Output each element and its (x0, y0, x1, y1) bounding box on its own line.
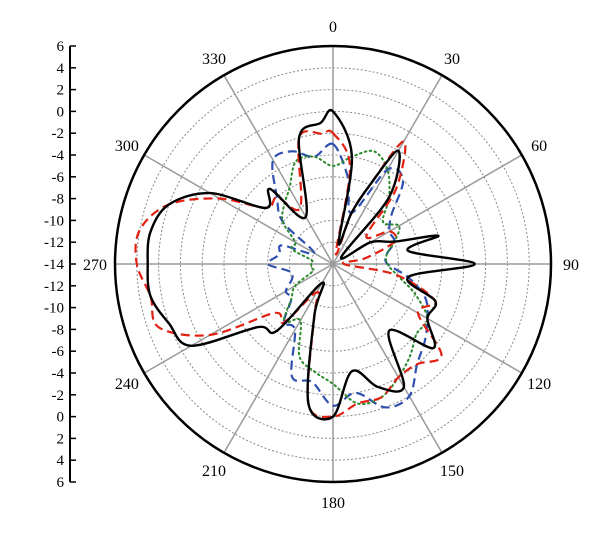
grid-spoke (332, 263, 443, 454)
radial-scale-tick-label: -6 (52, 170, 65, 186)
angle-tick-label: 30 (444, 51, 460, 68)
angle-tick-label: 180 (321, 495, 345, 512)
radial-scale-axis: 6 4 2 0 -2 -4 -6 -8 -10 -12 -14 -12 -10 -8 -6 -4 -2 0 2 4 6 (44, 39, 76, 491)
radial-scale-tick-label: 0 (57, 104, 65, 120)
radial-scale-tick-label: -14 (44, 257, 64, 273)
angle-tick-labels: 0 30 60 90 120 150 180 210 240 270 300 330 (83, 19, 579, 512)
series-group (134, 108, 476, 421)
radial-scale-tick-label: -2 (52, 126, 65, 142)
angle-tick-label: 210 (202, 463, 226, 480)
grid-spoke (223, 74, 334, 265)
radial-scale-tick-label: 4 (57, 61, 65, 77)
angle-tick-label: 120 (527, 376, 551, 393)
series-line-4 (281, 149, 429, 406)
radial-scale-tick-label: -12 (44, 279, 64, 295)
radial-scale-tick-label: 6 (57, 475, 65, 491)
grid-spoke (143, 154, 334, 265)
angle-tick-label: 330 (202, 51, 226, 68)
radial-scale-tick-label: -4 (52, 366, 65, 382)
radial-scale-tick-label: 2 (57, 83, 65, 99)
radial-scale-tick-label: -10 (44, 213, 64, 229)
outer-ring (113, 44, 553, 484)
radial-scale-tick-label: 4 (57, 453, 65, 469)
angle-tick-label: 240 (115, 376, 139, 393)
radial-scale-tick-label: -6 (52, 344, 65, 360)
series-line-1 (146, 108, 476, 421)
radial-scale-tick-label: -8 (52, 192, 65, 208)
radial-scale-tick-label: 6 (57, 39, 65, 55)
series-line-3 (266, 142, 429, 409)
radial-scale-tick-label: 2 (57, 431, 65, 447)
series-line-2 (134, 129, 443, 419)
angle-tick-label: 60 (531, 138, 547, 155)
angle-tick-label: 0 (329, 19, 337, 36)
radial-scale-tick-label: -4 (52, 148, 65, 164)
outer-frame (113, 44, 553, 484)
angle-tick-label: 90 (563, 257, 579, 274)
angle-tick-label: 270 (83, 257, 107, 274)
angle-tick-label: 150 (440, 463, 464, 480)
radial-scale-tick-label: -8 (52, 322, 65, 338)
grid-spoke (143, 263, 334, 374)
grid-spoke (223, 263, 334, 454)
angle-tick-label: 300 (115, 138, 139, 155)
radial-scale-tick-label: -12 (44, 235, 64, 251)
radial-scale-tick-label: 0 (57, 410, 65, 426)
radial-scale-tick-label: -10 (44, 301, 64, 317)
radial-scale-tick-label: -2 (52, 388, 65, 404)
